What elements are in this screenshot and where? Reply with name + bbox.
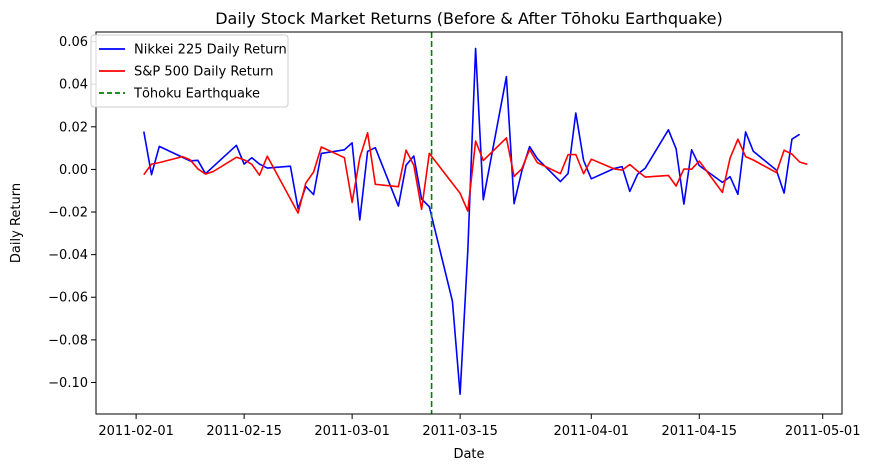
plot-frame bbox=[95, 31, 843, 415]
y-tick-label: −0.10 bbox=[48, 376, 88, 391]
x-tick-label: 2011-05-01 bbox=[785, 424, 861, 439]
series-layer bbox=[143, 32, 808, 414]
y-tick-label: 0.04 bbox=[59, 78, 88, 93]
x-tick-label: 2011-04-15 bbox=[661, 424, 737, 439]
series-line-1 bbox=[143, 132, 808, 214]
legend-box bbox=[90, 34, 289, 108]
y-tick-label: −0.04 bbox=[48, 248, 88, 263]
x-axis-label: Date bbox=[453, 447, 484, 462]
x-tick-label: 2011-03-01 bbox=[314, 424, 390, 439]
legend-label-1: S&P 500 Daily Return bbox=[134, 65, 273, 80]
y-tick-label: 0.02 bbox=[59, 120, 88, 135]
y-tick-label: −0.02 bbox=[48, 206, 88, 221]
y-tick-label: −0.08 bbox=[48, 333, 88, 348]
x-tick-label: 2011-02-01 bbox=[98, 424, 174, 439]
y-tick-label: 0.06 bbox=[59, 35, 88, 50]
x-tick-label: 2011-02-15 bbox=[206, 424, 282, 439]
y-tick-label: 0.00 bbox=[59, 163, 88, 178]
legend: Nikkei 225 Daily Return S&P 500 Daily Ret… bbox=[90, 34, 289, 108]
chart-title: Daily Stock Market Returns (Before & Aft… bbox=[215, 9, 723, 28]
x-axis: 2011-02-01 2011-02-15 2011-03-01 2011-03-15… bbox=[98, 414, 860, 439]
x-tick-label: 2011-04-01 bbox=[553, 424, 629, 439]
legend-label-2: Tōhoku Earthquake bbox=[133, 87, 260, 102]
y-axis-label: Daily Return bbox=[9, 183, 24, 263]
legend-label-0: Nikkei 225 Daily Return bbox=[134, 43, 287, 58]
series-line-0 bbox=[143, 47, 801, 396]
y-tick-label: −0.06 bbox=[48, 291, 88, 306]
x-tick-label: 2011-03-15 bbox=[422, 424, 498, 439]
y-axis: 0.06 0.04 0.02 0.00 −0.02 −0.04 −0.06 −0.08 −0.1… bbox=[48, 35, 96, 391]
